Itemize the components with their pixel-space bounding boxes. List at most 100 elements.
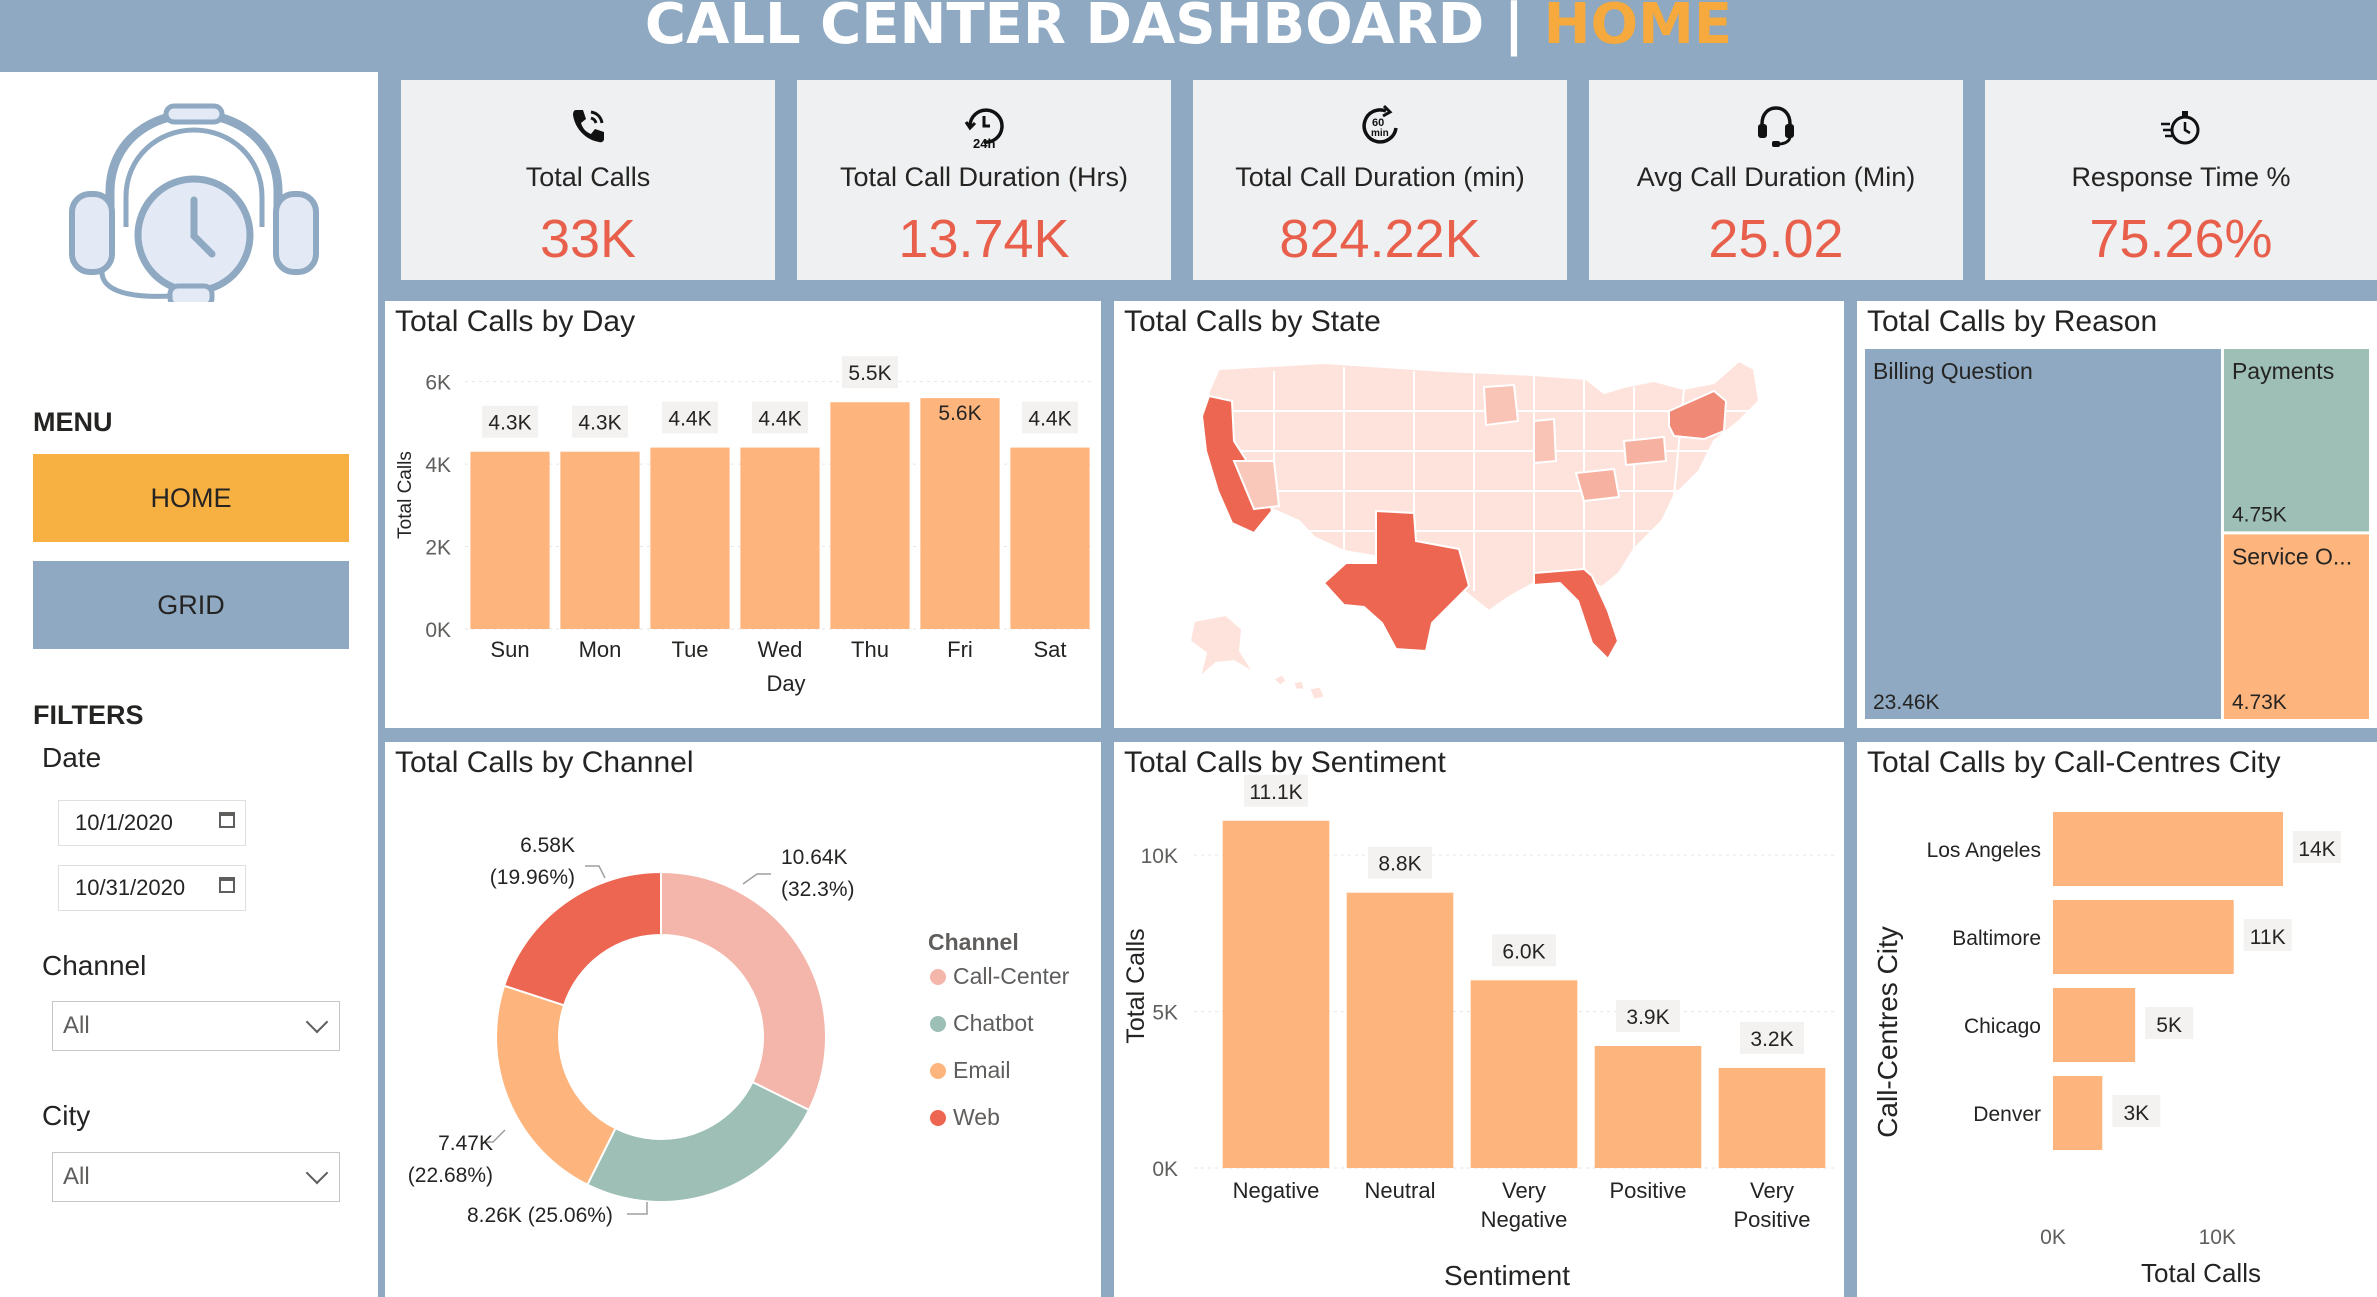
start-date-value: 10/1/2020	[75, 810, 173, 835]
bar-los-angeles[interactable]	[2053, 812, 2283, 886]
state-hawaii[interactable]	[1273, 674, 1325, 700]
y-tick-label: 0K	[1152, 1158, 1178, 1181]
legend-marker	[930, 1016, 946, 1032]
treemap-cell-value: 4.73K	[2232, 691, 2287, 714]
leader-line	[485, 1129, 506, 1143]
y-tick-label: 10K	[1141, 845, 1178, 868]
kpi-card-response-time: Response Time % 75.26%	[1977, 80, 2377, 280]
chevron-down-icon	[305, 1161, 329, 1185]
grid-button[interactable]: GRID	[33, 561, 349, 649]
data-label: 14K	[2298, 838, 2335, 861]
data-label-bg	[752, 401, 808, 434]
data-label-bg	[1022, 401, 1078, 434]
leader-line	[585, 865, 606, 879]
city-dropdown[interactable]: All	[52, 1152, 340, 1202]
donut-slice-call-center[interactable]	[660, 870, 827, 1112]
channel-dropdown-value: All	[63, 1012, 90, 1039]
bar-very-positive[interactable]	[1718, 1067, 1826, 1168]
donut-slice-web[interactable]	[502, 870, 662, 1007]
bar-chicago[interactable]	[2053, 988, 2136, 1062]
treemap-cell-value: 23.46K	[1873, 691, 1940, 714]
bar-sat[interactable]	[1010, 447, 1090, 629]
panel-title: Total Calls by Day	[395, 305, 636, 338]
data-label: 4.4K	[668, 408, 711, 431]
calendar-icon[interactable]	[219, 877, 235, 893]
data-label: 5K	[2156, 1014, 2182, 1037]
svg-text:60: 60	[1372, 117, 1384, 129]
donut-data-label: (19.96%)	[490, 866, 575, 889]
bar-wed[interactable]	[740, 447, 820, 629]
kpi-card-total-call-duration-hrs: 24h Total Call Duration (Hrs) 13.74K	[789, 80, 1171, 280]
legend-marker	[930, 1110, 946, 1126]
kpi-value: 824.22K	[1279, 209, 1481, 269]
svg-text:min: min	[1371, 128, 1389, 139]
legend-item: Email	[953, 1057, 1011, 1083]
bar-baltimore[interactable]	[2053, 900, 2234, 974]
treemap-cell-2[interactable]	[2223, 534, 2369, 719]
bar-thu[interactable]	[830, 402, 910, 629]
channel-dropdown[interactable]: All	[52, 1001, 340, 1051]
x-axis-title: Total Calls	[2141, 1258, 2261, 1288]
x-tick-label: Very	[1502, 1178, 1546, 1203]
treemap-cell-0[interactable]	[1865, 349, 2221, 719]
channel-filter-label: Channel	[42, 950, 147, 981]
x-axis-title: Sentiment	[1444, 1260, 1570, 1291]
bar-positive[interactable]	[1594, 1046, 1702, 1168]
data-label-bg	[842, 356, 898, 389]
state-florida[interactable]	[1533, 567, 1620, 661]
start-date-input[interactable]: 10/1/2020	[58, 800, 246, 846]
home-button-label: HOME	[150, 482, 232, 513]
bar-very-negative[interactable]	[1470, 980, 1578, 1168]
kpi-value: 25.02	[1708, 209, 1844, 269]
treemap-cell-1[interactable]	[2223, 349, 2369, 532]
bar-denver[interactable]	[2053, 1076, 2103, 1150]
leader-line	[742, 873, 771, 885]
bar-mon[interactable]	[560, 451, 640, 629]
data-label-bg	[2243, 919, 2292, 951]
data-label: 4.3K	[488, 412, 531, 435]
call-center-headset-logo-icon	[69, 103, 319, 302]
data-label: 8.8K	[1378, 853, 1421, 876]
end-date-input[interactable]: 10/31/2020	[58, 865, 246, 911]
calendar-icon[interactable]	[219, 812, 235, 828]
us-states-map[interactable]	[1114, 301, 1844, 728]
data-label: 5.5K	[848, 362, 891, 385]
data-label-bg	[1740, 1021, 1804, 1054]
donut-slice-email[interactable]	[495, 984, 617, 1187]
donut-data-label: 10.64K	[781, 846, 848, 869]
kpi-label: Total Calls	[525, 162, 651, 192]
state-alaska[interactable]	[1188, 613, 1255, 680]
data-label: 4.4K	[1028, 408, 1071, 431]
stopwatch-icon	[2161, 111, 2200, 145]
bar-neutral[interactable]	[1346, 892, 1454, 1168]
calls-by-sentiment-chart: 0K 5K 10K Total Calls 11.1K Negative 8.8K Neutr…	[1122, 774, 1834, 1291]
bar-fri[interactable]	[920, 398, 1000, 629]
legend-item: Web	[953, 1104, 1000, 1130]
contiguous-us-region[interactable]	[1202, 359, 1761, 613]
x-tick-label: Mon	[579, 637, 622, 662]
bar-negative[interactable]	[1222, 820, 1330, 1168]
y-tick-label: 0K	[425, 619, 451, 642]
panel-title: Total Calls by Channel	[395, 746, 694, 779]
kpi-card-avg-call-duration: Avg Call Duration (Min) 25.02	[1581, 80, 1963, 280]
bar-tue[interactable]	[650, 447, 730, 629]
y-tick-label: 6K	[425, 372, 451, 395]
kpi-value: 75.26%	[2089, 209, 2273, 269]
state-new-york[interactable]	[1668, 389, 1728, 441]
y-tick-label: Chicago	[1964, 1015, 2041, 1038]
page-title: CALL CENTER DASHBOARD | HOME	[0, 0, 2377, 54]
dashboard-title: CALL CENTER DASHBOARD	[644, 0, 1485, 57]
x-tick-label: Negative	[1481, 1207, 1568, 1232]
clock-24h-icon: 24h	[964, 108, 1004, 150]
kpi-value: 13.74K	[898, 209, 1070, 269]
x-tick-label: Positive	[1733, 1207, 1810, 1232]
bar-sun[interactable]	[470, 451, 550, 629]
data-label-bg	[2293, 831, 2341, 863]
treemap-cell-name: Billing Question	[1873, 358, 2033, 384]
home-button[interactable]: HOME	[33, 454, 349, 542]
timer-60min-icon: 60 min	[1362, 104, 1398, 144]
donut-slice-chatbot[interactable]	[586, 1080, 811, 1203]
x-tick-label: Sat	[1033, 637, 1066, 662]
state-texas[interactable]	[1322, 509, 1471, 653]
kpi-label: Response Time %	[2071, 162, 2291, 192]
